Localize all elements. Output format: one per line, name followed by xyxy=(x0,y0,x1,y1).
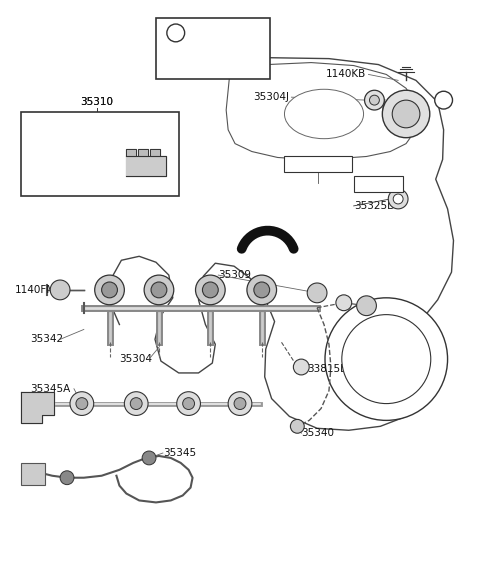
Text: 35310: 35310 xyxy=(80,97,113,107)
Text: 35310: 35310 xyxy=(80,97,113,107)
Polygon shape xyxy=(138,149,148,157)
Circle shape xyxy=(95,275,124,305)
FancyBboxPatch shape xyxy=(21,463,45,485)
Text: 35304J: 35304J xyxy=(253,92,289,102)
Circle shape xyxy=(254,282,270,298)
Circle shape xyxy=(130,398,142,410)
Text: a: a xyxy=(173,28,179,37)
FancyBboxPatch shape xyxy=(21,112,179,196)
Text: 35304: 35304 xyxy=(120,354,153,364)
Text: 35305: 35305 xyxy=(363,179,394,189)
Text: 31337F: 31337F xyxy=(191,28,229,38)
Text: 35312K: 35312K xyxy=(77,122,117,132)
Circle shape xyxy=(50,280,70,300)
Circle shape xyxy=(203,282,218,298)
Polygon shape xyxy=(126,157,166,176)
Circle shape xyxy=(149,159,163,173)
Text: 35309: 35309 xyxy=(218,270,251,280)
Circle shape xyxy=(293,359,309,375)
Circle shape xyxy=(151,282,167,298)
Text: 35325D: 35325D xyxy=(354,201,395,211)
Text: 35342: 35342 xyxy=(30,334,63,344)
Circle shape xyxy=(32,154,53,175)
Circle shape xyxy=(435,91,453,109)
Circle shape xyxy=(177,392,201,415)
Circle shape xyxy=(228,392,252,415)
Circle shape xyxy=(63,154,85,175)
Circle shape xyxy=(325,298,447,420)
Circle shape xyxy=(247,275,276,305)
Polygon shape xyxy=(126,149,136,157)
Text: 35345: 35345 xyxy=(163,448,196,458)
Circle shape xyxy=(290,419,304,433)
Ellipse shape xyxy=(285,89,363,138)
Circle shape xyxy=(342,315,431,403)
Circle shape xyxy=(388,189,408,209)
Text: a: a xyxy=(441,95,446,105)
Circle shape xyxy=(357,296,376,316)
FancyBboxPatch shape xyxy=(354,176,403,192)
Circle shape xyxy=(393,194,403,204)
Text: 35345A: 35345A xyxy=(30,384,71,394)
Circle shape xyxy=(69,159,79,170)
Circle shape xyxy=(234,398,246,410)
Circle shape xyxy=(195,275,225,305)
Text: 33100B: 33100B xyxy=(300,159,337,170)
Circle shape xyxy=(102,282,118,298)
Circle shape xyxy=(183,398,194,410)
Circle shape xyxy=(70,392,94,415)
Circle shape xyxy=(392,100,420,128)
Circle shape xyxy=(167,24,185,42)
Circle shape xyxy=(60,471,74,485)
Text: 1140KB: 1140KB xyxy=(326,69,367,80)
Text: 35340: 35340 xyxy=(301,428,334,438)
Circle shape xyxy=(370,95,379,105)
Circle shape xyxy=(383,90,430,138)
Text: 1140FM: 1140FM xyxy=(14,285,56,295)
Circle shape xyxy=(142,451,156,465)
Circle shape xyxy=(144,275,174,305)
Circle shape xyxy=(364,90,384,110)
Polygon shape xyxy=(204,48,217,66)
Circle shape xyxy=(37,159,47,170)
Polygon shape xyxy=(21,392,54,423)
Text: 33815E: 33815E xyxy=(307,364,347,374)
Circle shape xyxy=(95,154,117,175)
FancyBboxPatch shape xyxy=(156,18,270,79)
Circle shape xyxy=(336,295,352,311)
Polygon shape xyxy=(150,149,160,157)
Circle shape xyxy=(307,283,327,303)
Circle shape xyxy=(76,398,88,410)
FancyBboxPatch shape xyxy=(285,157,352,172)
Circle shape xyxy=(124,392,148,415)
Circle shape xyxy=(101,159,110,170)
